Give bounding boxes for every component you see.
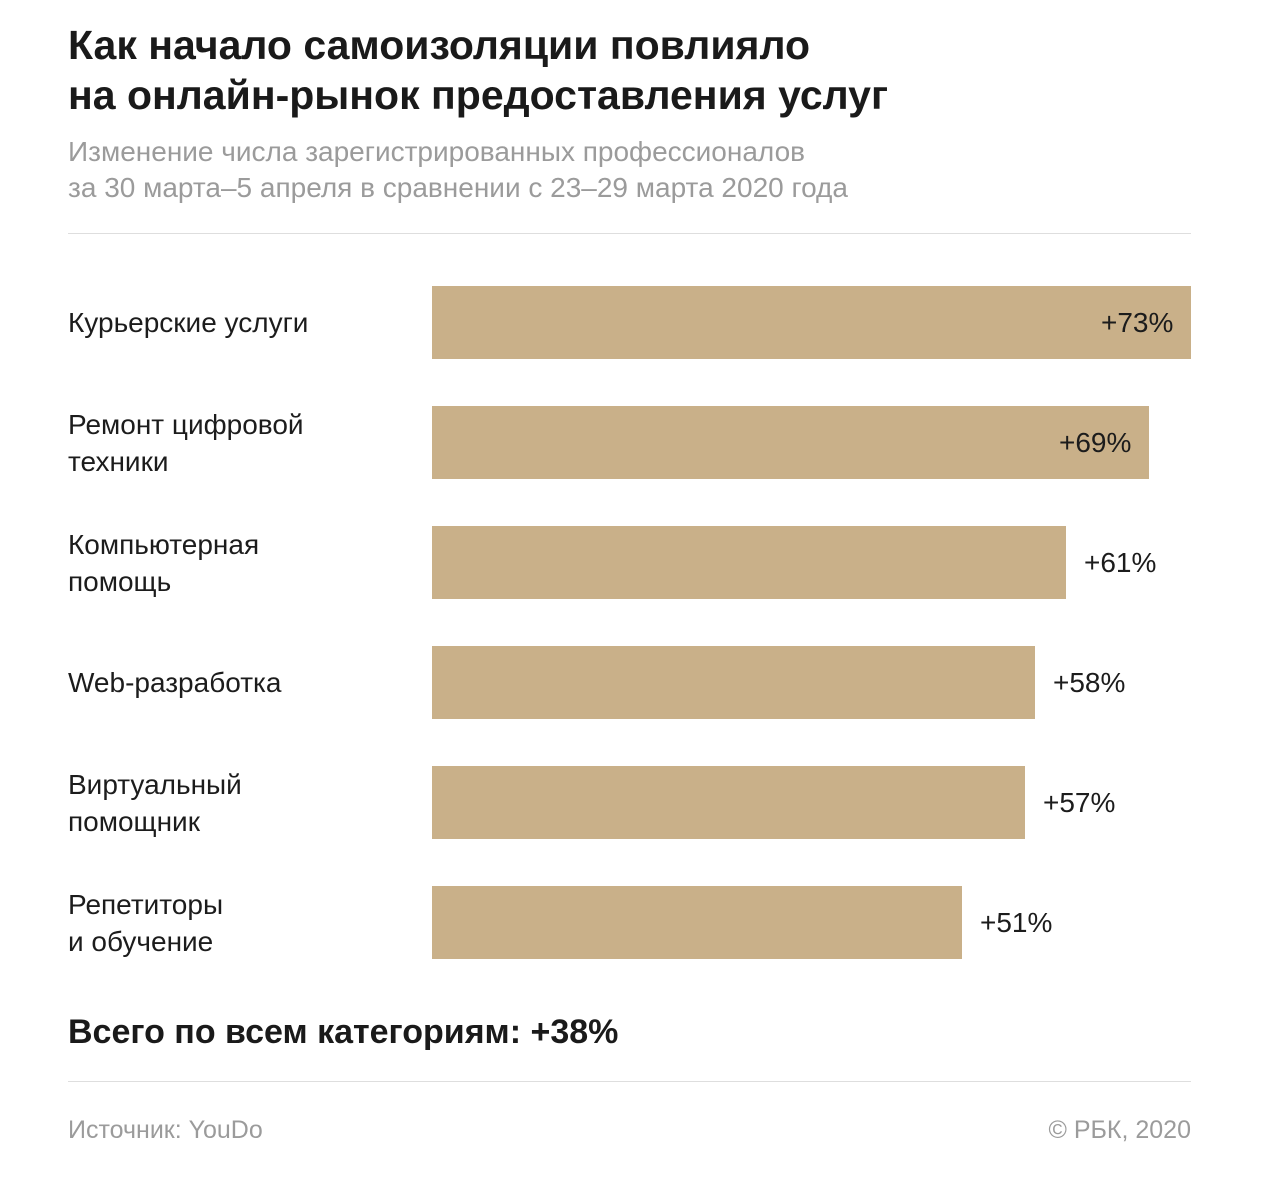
value-label: +57%: [1043, 787, 1116, 818]
chart-row: Ремонт цифровой техники +69%: [68, 406, 1191, 479]
copyright-note: © РБК, 2020: [1048, 1116, 1191, 1144]
bar: [432, 406, 1149, 479]
chart-row: Web-разработка +58%: [68, 646, 1191, 719]
bar-chart: Курьерские услуги +73% Ремонт цифровой тех…: [68, 286, 1191, 959]
total-summary: Всего по всем категориям: +38%: [68, 1013, 619, 1051]
bar: [432, 886, 962, 959]
category-label: Ремонт цифровой техники: [68, 408, 304, 477]
category-label: Репетиторы и обучение: [68, 888, 224, 957]
category-label: Курьерские услуги: [68, 307, 309, 338]
value-label: +58%: [1053, 667, 1126, 698]
top-divider: [68, 233, 1191, 234]
bar: [432, 646, 1035, 719]
chart-subtitle: Изменение числа зарегистрированных профе…: [68, 136, 848, 203]
value-label: +51%: [980, 907, 1053, 938]
chart-row: Репетиторы и обучение +51%: [68, 886, 1191, 959]
bottom-divider: [68, 1081, 1191, 1082]
chart-row: Компьютерная помощь +61%: [68, 526, 1191, 599]
bar: [432, 286, 1191, 359]
bar: [432, 766, 1025, 839]
category-label: Виртуальный помощник: [68, 768, 242, 837]
bar: [432, 526, 1066, 599]
category-label: Web-разработка: [68, 667, 282, 698]
chart-row: Курьерские услуги +73%: [68, 286, 1191, 359]
chart-title: Как начало самоизоляции повлияло на онла…: [68, 22, 889, 118]
chart-row: Виртуальный помощник +57%: [68, 766, 1191, 839]
value-label: +73%: [1101, 307, 1174, 338]
value-label: +61%: [1084, 547, 1157, 578]
source-note: Источник: YouDo: [68, 1116, 263, 1144]
category-label: Компьютерная помощь: [68, 528, 260, 597]
value-label: +69%: [1059, 427, 1132, 458]
